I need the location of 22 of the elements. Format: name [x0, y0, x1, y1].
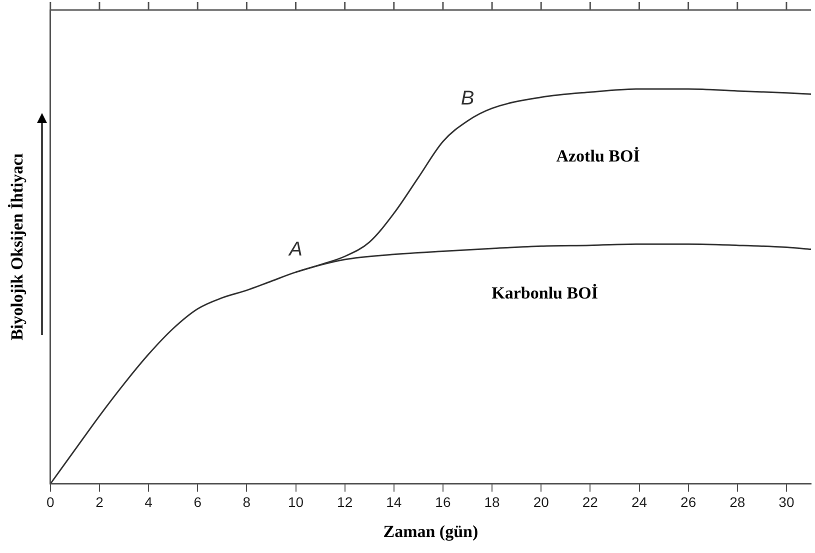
- x-tick-label: 22: [582, 494, 598, 510]
- annotation: Azotlu BOİ: [556, 146, 640, 166]
- x-tick-label: 12: [337, 494, 353, 510]
- x-tick-label: 2: [96, 494, 104, 510]
- x-tick-label: 16: [435, 494, 451, 510]
- annotation: Karbonlu BOİ: [492, 284, 598, 303]
- y-axis-title: Biyolojik Oksijen İhtiyacı: [8, 153, 27, 340]
- x-tick-label: 30: [778, 494, 794, 510]
- x-tick-label: 14: [386, 494, 402, 510]
- x-tick-label: 0: [46, 494, 54, 510]
- x-tick-label: 24: [631, 494, 648, 510]
- x-tick-label: 8: [242, 494, 251, 510]
- x-tick-label: 6: [194, 494, 202, 510]
- series-label: B: [460, 88, 474, 110]
- series-label: A: [288, 238, 302, 261]
- x-axis-title: Zaman (gün): [383, 522, 478, 542]
- x-tick-label: 26: [680, 494, 696, 510]
- x-tick-label: 28: [730, 494, 746, 510]
- x-tick-label: 4: [144, 494, 153, 510]
- x-tick-label: 18: [484, 494, 500, 510]
- x-tick-label: 20: [533, 494, 550, 510]
- x-tick-label: 10: [288, 494, 304, 510]
